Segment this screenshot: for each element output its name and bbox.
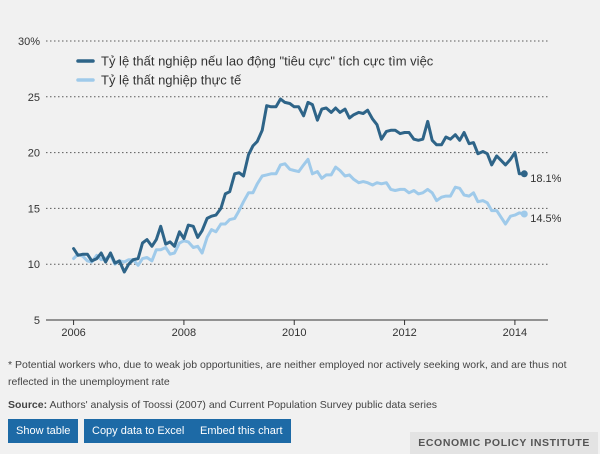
footnote: * Potential workers who, due to weak job…: [8, 359, 567, 388]
chart-area: 30% 25 20 15 10 5 2006 2008 2010 2012 2014 14.5% 18.…: [18, 36, 562, 339]
series-end-dot-1: [520, 170, 528, 178]
x-tick-label: 2008: [172, 327, 196, 339]
source-label: Source:: [8, 399, 48, 411]
brand-logo: ECONOMIC POLICY INSTITUTE: [410, 432, 598, 454]
y-tick-label: 5: [34, 315, 40, 327]
source-line: Source: Authors' analysis of Toossi (200…: [8, 399, 437, 411]
series-end-label-2: 14.5%: [530, 213, 561, 225]
x-tick-label: 2006: [61, 327, 85, 339]
y-tick-label: 25: [28, 92, 40, 104]
copy-excel-button[interactable]: Copy data to Excel: [84, 419, 193, 443]
show-table-button[interactable]: Show table: [8, 419, 79, 443]
series-end-dot-2: [520, 210, 528, 218]
y-tick-label: 10: [28, 259, 40, 271]
x-tick-label: 2010: [282, 327, 306, 339]
series-line-1: [72, 97, 526, 274]
legend-label-2: Tỷ lệ thất nghiệp thực tế: [101, 73, 242, 88]
series-end-label-1: 18.1%: [530, 173, 561, 185]
y-tick-label: 15: [28, 203, 40, 215]
legend-label-1: Tỷ lệ thất nghiệp nếu lao động "tiêu cực…: [101, 54, 434, 69]
y-tick-label: 20: [28, 148, 40, 160]
source-text: Authors' analysis of Toossi (2007) and C…: [49, 399, 438, 411]
y-tick-label: 30%: [18, 36, 40, 48]
x-tick-label: 2014: [503, 327, 527, 339]
embed-chart-button[interactable]: Embed this chart: [192, 419, 291, 443]
series-line-2: [72, 157, 526, 267]
x-tick-label: 2012: [392, 327, 416, 339]
